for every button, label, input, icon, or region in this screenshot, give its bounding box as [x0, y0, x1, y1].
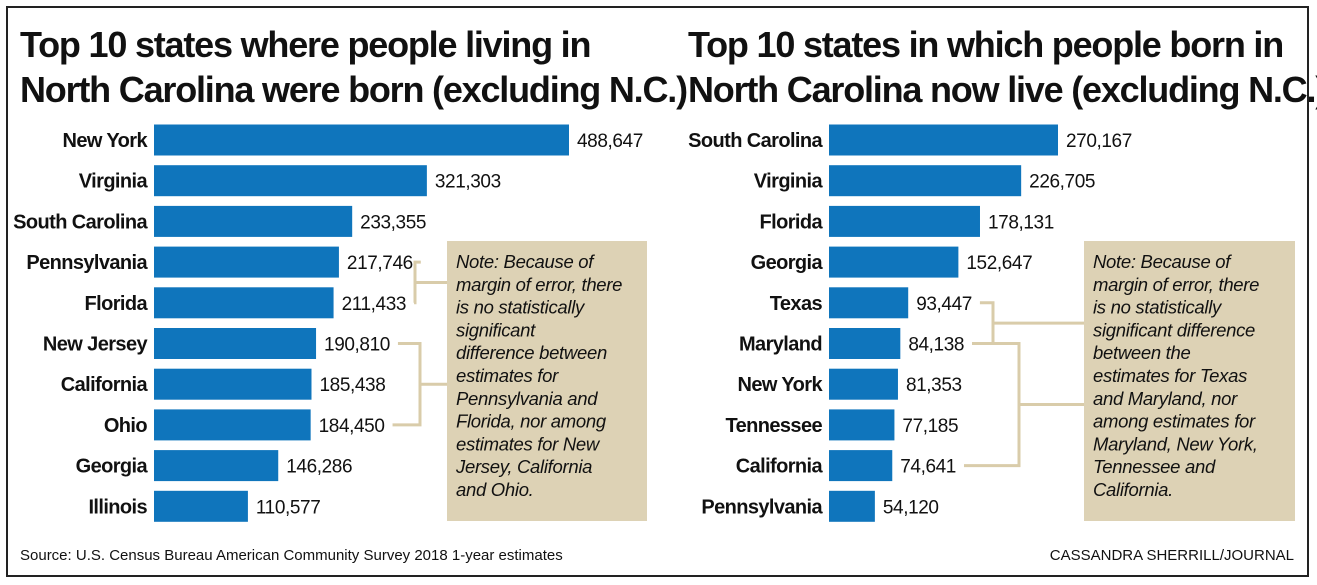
value-label-florida: 178,131: [988, 212, 1054, 233]
category-label-california: California: [61, 374, 149, 396]
value-label-maryland: 84,138: [908, 335, 964, 356]
bar-virginia: [154, 165, 427, 197]
chart-title-line: North Carolina now live (excluding N.C.): [688, 69, 1317, 110]
bar-florida: [154, 287, 334, 319]
note-box: [1084, 241, 1295, 521]
chart-title-line: Top 10 states in which people born in: [688, 24, 1283, 65]
value-label-new-jersey: 190,810: [324, 335, 390, 356]
note-text-line: estimates for: [456, 365, 559, 386]
note-text-line: difference between: [456, 342, 607, 363]
chart-title-line: Top 10 states where people living in: [20, 24, 590, 65]
category-label-virginia: Virginia: [754, 171, 824, 193]
category-label-new-york: New York: [738, 374, 824, 396]
bracket-maryland-california: [963, 342, 1084, 468]
note-text-line: is no statistically: [1093, 297, 1223, 318]
value-label-pennsylvania: 217,746: [347, 253, 413, 274]
note-text-line: margin of error, there: [456, 274, 622, 295]
bar-new-york: [829, 368, 898, 400]
category-label-virginia: Virginia: [79, 171, 149, 193]
value-label-virginia: 226,705: [1029, 172, 1095, 193]
note-text-line: Florida, nor among: [456, 411, 607, 432]
value-label-georgia: 146,286: [286, 457, 352, 478]
chart-title-line: North Carolina were born (excluding N.C.…: [20, 69, 687, 110]
note-text-line: estimates for Texas: [1093, 365, 1247, 386]
category-label-pennsylvania: Pennsylvania: [26, 252, 148, 274]
bar-illinois: [154, 490, 248, 522]
value-label-pennsylvania: 54,120: [883, 497, 939, 518]
value-label-california: 185,438: [319, 375, 385, 396]
chart-born-elsewhere-living-in-nc: Top 10 states where people living inNort…: [13, 24, 688, 522]
bar-virginia: [829, 165, 1022, 197]
category-label-pennsylvania: Pennsylvania: [701, 496, 823, 518]
bar-georgia: [829, 246, 959, 278]
bar-new-york: [154, 124, 569, 156]
source-note: Source: U.S. Census Bureau American Comm…: [20, 547, 563, 564]
bar-pennsylvania: [829, 490, 875, 522]
note-text-line: Note: Because of: [1093, 251, 1232, 272]
note-text-line: margin of error, there: [1093, 274, 1259, 295]
value-label-new-york: 488,647: [577, 131, 643, 152]
credit-line: CASSANDRA SHERRILL/JOURNAL: [1050, 547, 1294, 564]
bar-ohio: [154, 409, 311, 441]
note-box: [447, 241, 647, 521]
category-label-south-carolina: South Carolina: [688, 130, 823, 152]
note-text-line: Maryland, New York,: [1093, 433, 1258, 454]
note-text-line: is no statistically: [456, 297, 586, 318]
value-label-california: 74,641: [900, 457, 956, 478]
bar-georgia: [154, 450, 279, 482]
bar-tennessee: [829, 409, 895, 441]
value-label-florida: 211,433: [342, 294, 406, 315]
bar-florida: [829, 205, 980, 237]
bar-texas: [829, 287, 909, 319]
bar-california: [154, 368, 312, 400]
note-text-line: significant difference: [1093, 319, 1255, 340]
category-label-new-york: New York: [63, 130, 149, 152]
category-label-california: California: [736, 456, 824, 478]
note-text-line: among estimates for: [1093, 411, 1256, 432]
value-label-illinois: 110,577: [256, 497, 320, 518]
category-label-florida: Florida: [760, 211, 824, 233]
note-text-line: significant: [456, 319, 536, 340]
note-text-line: Tennessee and: [1093, 456, 1216, 477]
category-label-south-carolina: South Carolina: [13, 211, 148, 233]
note-text-line: estimates for New: [456, 433, 601, 454]
value-label-south-carolina: 233,355: [360, 212, 426, 233]
value-label-georgia: 152,647: [966, 253, 1032, 274]
category-label-georgia: Georgia: [751, 252, 824, 274]
bar-new-jersey: [154, 328, 317, 359]
category-label-new-jersey: New Jersey: [43, 334, 149, 356]
bar-south-carolina: [154, 205, 353, 237]
value-label-virginia: 321,303: [435, 172, 501, 193]
note-text-line: Jersey, California: [455, 456, 592, 477]
value-label-tennessee: 77,185: [902, 416, 958, 437]
bar-south-carolina: [829, 124, 1058, 156]
category-label-georgia: Georgia: [76, 456, 149, 478]
bracket-pennsylvania-florida: [413, 260, 447, 305]
bracket-texas-maryland: [972, 301, 1084, 345]
value-label-ohio: 184,450: [319, 416, 385, 437]
bracket-new-jersey-ohio: [392, 342, 447, 427]
note-text-line: between the: [1093, 342, 1191, 363]
bar-california: [829, 450, 893, 482]
note-text-line: Note: Because of: [456, 251, 595, 272]
category-label-tennessee: Tennessee: [725, 415, 822, 437]
graphic-frame: [6, 6, 1309, 577]
bar-pennsylvania: [154, 246, 339, 278]
note-text-line: Pennsylvania and: [456, 388, 598, 409]
bar-maryland: [829, 328, 901, 359]
chart-born-in-nc-living-elsewhere: Top 10 states in which people born inNor…: [688, 24, 1317, 522]
category-label-florida: Florida: [85, 293, 149, 315]
value-label-south-carolina: 270,167: [1066, 131, 1132, 152]
value-label-texas: 93,447: [916, 294, 972, 315]
category-label-texas: Texas: [770, 293, 823, 315]
category-label-illinois: Illinois: [88, 496, 147, 518]
category-label-ohio: Ohio: [104, 415, 148, 437]
note-text-line: and Maryland, nor: [1093, 388, 1238, 409]
category-label-maryland: Maryland: [739, 334, 822, 356]
note-text-line: and Ohio.: [456, 479, 534, 500]
note-text-line: California.: [1093, 479, 1173, 500]
value-label-new-york: 81,353: [906, 375, 962, 396]
